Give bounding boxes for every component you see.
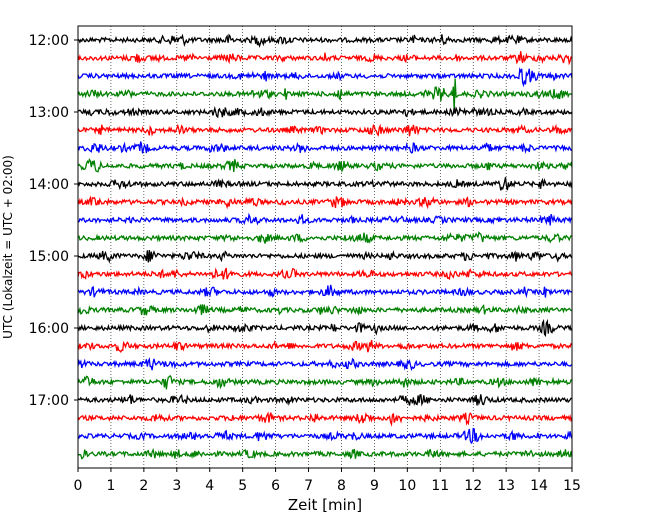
plot-frame bbox=[77, 25, 573, 469]
x-tick-label-12: 12 bbox=[464, 478, 482, 494]
trace-1400 bbox=[77, 177, 573, 191]
trace-1515 bbox=[77, 267, 573, 281]
x-tick-label-6: 6 bbox=[271, 478, 280, 494]
trace-1345 bbox=[77, 158, 573, 174]
trace-1630 bbox=[77, 357, 573, 372]
y-tick-label-15:00: 15:00 bbox=[29, 249, 69, 265]
trace-1600 bbox=[77, 318, 573, 338]
x-axis-ticks: 0 1 2 3 4 5 6 7 8 9 10 11 12 13 14 15 bbox=[74, 468, 581, 494]
x-tick-label-5: 5 bbox=[238, 478, 247, 494]
trace-1330 bbox=[77, 141, 573, 154]
trace-1545 bbox=[77, 303, 573, 316]
x-tick-label-1: 1 bbox=[106, 478, 115, 494]
trace-1245 bbox=[77, 78, 573, 112]
trace-1645 bbox=[77, 374, 573, 390]
trace-1715 bbox=[77, 411, 573, 427]
x-tick-label-15: 15 bbox=[563, 478, 581, 494]
x-tick-label-7: 7 bbox=[304, 478, 313, 494]
y-tick-label-12:00: 12:00 bbox=[29, 33, 69, 49]
x-tick-label-4: 4 bbox=[205, 478, 214, 494]
y-tick-label-16:00: 16:00 bbox=[29, 321, 69, 337]
trace-1430 bbox=[77, 212, 573, 226]
trace-1615 bbox=[77, 340, 573, 354]
trace-1315 bbox=[77, 123, 573, 137]
x-tick-label-3: 3 bbox=[172, 478, 181, 494]
y-tick-label-17:00: 17:00 bbox=[29, 393, 69, 409]
x-tick-label-2: 2 bbox=[139, 478, 148, 494]
trace-1530 bbox=[77, 284, 573, 299]
x-tick-label-10: 10 bbox=[398, 478, 416, 494]
y-tick-label-14:00: 14:00 bbox=[29, 177, 69, 193]
x-tick-label-14: 14 bbox=[530, 478, 548, 494]
trace-1300 bbox=[77, 105, 573, 119]
trace-1200 bbox=[77, 33, 573, 48]
x-tick-label-11: 11 bbox=[431, 478, 449, 494]
trace-1745 bbox=[77, 447, 573, 460]
trace-1215 bbox=[77, 51, 573, 66]
y-axis-label: UTC (Lokalzeit = UTC + 02:00) bbox=[1, 155, 15, 339]
traces bbox=[77, 33, 573, 460]
x-tick-label-13: 13 bbox=[497, 478, 515, 494]
x-tick-label-9: 9 bbox=[370, 478, 379, 494]
trace-1730 bbox=[77, 427, 573, 445]
trace-1415 bbox=[77, 195, 573, 210]
trace-1445 bbox=[77, 231, 573, 244]
x-tick-label-8: 8 bbox=[337, 478, 346, 494]
y-axis-ticks: 12:00 13:00 14:00 15:00 16:00 17:00 bbox=[29, 33, 78, 409]
x-tick-label-0: 0 bbox=[74, 478, 83, 494]
x-axis-label: Zeit [min] bbox=[288, 496, 362, 514]
trace-1700 bbox=[77, 393, 573, 407]
trace-1230 bbox=[77, 66, 573, 88]
y-tick-label-13:00: 13:00 bbox=[29, 105, 69, 121]
trace-1500 bbox=[77, 249, 573, 264]
